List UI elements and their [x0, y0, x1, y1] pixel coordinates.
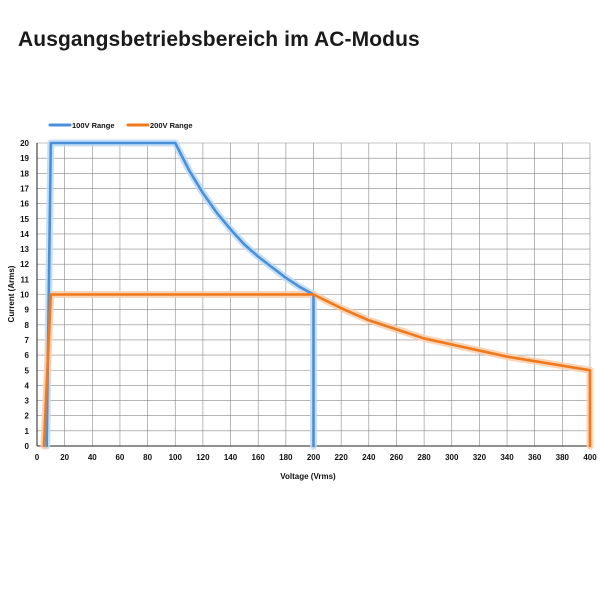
x-tick-label: 80 [143, 453, 152, 462]
y-tick-label: 11 [21, 275, 30, 284]
x-tick-label: 160 [252, 453, 266, 462]
chart-legend: 100V Range 200V Range [48, 121, 193, 130]
x-tick-label: 340 [500, 453, 514, 462]
y-tick-label: 14 [20, 230, 29, 239]
y-tick-label: 16 [20, 200, 29, 209]
x-tick-label: 220 [334, 453, 348, 462]
x-tick-label: 260 [390, 453, 404, 462]
chart-series [40, 139, 594, 450]
y-tick-label: 15 [20, 215, 29, 224]
x-tick-label: 0 [35, 453, 40, 462]
x-tick-label: 120 [196, 453, 210, 462]
y-tick-label: 6 [25, 351, 30, 360]
x-tick-label: 140 [224, 453, 238, 462]
y-tick-label: 8 [25, 321, 30, 330]
y-tick-label: 10 [20, 291, 29, 300]
y-tick-label: 5 [25, 366, 30, 375]
x-tick-label: 180 [279, 453, 293, 462]
x-tick-label: 400 [583, 453, 597, 462]
y-tick-label: 18 [20, 169, 29, 178]
x-tick-label: 300 [445, 453, 459, 462]
y-tick-label: 1 [25, 427, 30, 436]
y-tick-label: 7 [25, 336, 30, 345]
y-tick-label: 20 [20, 139, 29, 148]
x-tick-label: 280 [417, 453, 431, 462]
y-tick-label: 3 [25, 397, 30, 406]
y-tick-label: 12 [20, 260, 29, 269]
y-tick-label: 9 [25, 306, 30, 315]
x-tick-label: 60 [115, 453, 124, 462]
page-title: Ausgangsbetriebsbereich im AC-Modus [18, 28, 420, 51]
series-line-2 [42, 293, 592, 448]
y-axis-label: Current (Arms) [7, 265, 16, 322]
y-tick-label: 2 [25, 412, 30, 421]
legend-label: 100V Range [72, 121, 115, 130]
x-tick-label: 40 [88, 453, 97, 462]
x-tick-labels: 0 20 40 60 80 100 120 140 160 180 200 220 240 260 280 3… [35, 453, 597, 462]
x-tick-label: 20 [60, 453, 69, 462]
x-tick-label: 360 [528, 453, 542, 462]
x-tick-label: 380 [556, 453, 570, 462]
legend-label: 200V Range [150, 121, 193, 130]
series-line-1 [45, 141, 315, 448]
x-axis-label: Voltage (Vrms) [280, 472, 336, 481]
x-tick-label: 100 [169, 453, 183, 462]
y-tick-label: 17 [20, 184, 29, 193]
y-tick-label: 19 [20, 154, 29, 163]
x-tick-label: 320 [473, 453, 487, 462]
x-tick-label: 240 [362, 453, 376, 462]
y-tick-label: 13 [20, 245, 29, 254]
y-tick-label: 4 [25, 381, 30, 390]
x-tick-label: 200 [307, 453, 321, 462]
y-tick-label: 0 [25, 442, 30, 451]
